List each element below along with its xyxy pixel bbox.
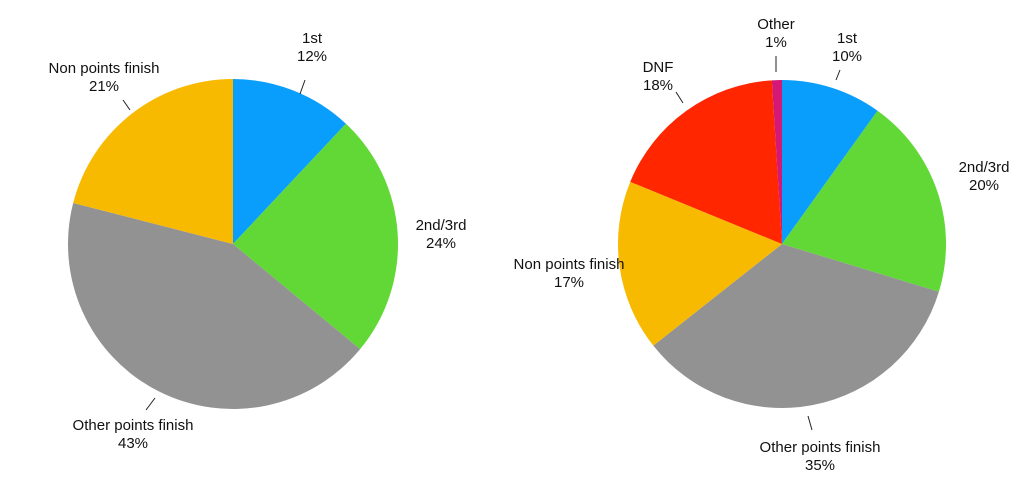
slice-label-percent: 20%	[969, 177, 999, 194]
slice-label-name: Non points finish	[49, 60, 160, 77]
slice-label-percent: 21%	[89, 78, 119, 95]
pie-slice-non-points-finish	[618, 181, 782, 346]
leader-line-other-points-finish	[807, 415, 813, 431]
slice-label-non-points-finish: Non points finish 21%	[49, 60, 160, 95]
slice-label-1st: 1st 10%	[832, 30, 862, 65]
pie-chart-left: 1st 12% 2nd/3rd 24% Other points finish 43% No…	[49, 30, 467, 452]
leader-line-other-points-finish	[145, 397, 156, 411]
slice-label-name: DNF	[643, 59, 674, 76]
slice-label-percent: 24%	[426, 235, 456, 252]
pie-slice-2nd-3rd	[782, 110, 946, 292]
pie-slice-1st	[233, 79, 346, 244]
slice-label-percent: 18%	[643, 77, 673, 94]
slice-label-other-points-finish: Other points finish 43%	[73, 417, 194, 452]
slice-label-name: 2nd/3rd	[959, 159, 1010, 176]
pie-slice-other	[771, 80, 782, 244]
slice-label-dnf: DNF 18%	[643, 59, 674, 94]
pie-slice-1st	[782, 80, 878, 244]
slice-label-percent: 17%	[554, 274, 584, 291]
leader-line-1st	[299, 79, 306, 95]
slice-label-percent: 35%	[805, 457, 835, 474]
slice-label-name: 1st	[837, 30, 858, 47]
pie-slice-dnf	[630, 80, 782, 244]
slice-label-name: 2nd/3rd	[416, 217, 467, 234]
slice-label-percent: 1%	[765, 34, 787, 51]
slice-label-1st: 1st 12%	[297, 30, 327, 65]
pie-slice-other-points-finish	[67, 202, 361, 409]
slice-label-2nd-3rd: 2nd/3rd 20%	[959, 159, 1010, 194]
slice-label-name: Non points finish	[514, 256, 625, 273]
pie-slice-non-points-finish	[73, 79, 233, 244]
slice-label-name: Other points finish	[73, 417, 194, 434]
slice-label-name: 1st	[302, 30, 323, 47]
slice-label-percent: 12%	[297, 48, 327, 65]
slice-label-other: Other 1%	[757, 16, 795, 51]
pie-chart-right: 1st 10% 2nd/3rd 20% Other points finish 35% No…	[514, 16, 1010, 474]
slice-label-name: Other	[757, 16, 795, 33]
slice-label-percent: 43%	[118, 435, 148, 452]
slice-label-percent: 10%	[832, 48, 862, 65]
leader-line-dnf	[675, 91, 684, 104]
leader-line-non-points-finish	[122, 99, 131, 111]
slice-label-non-points-finish: Non points finish 17%	[514, 256, 625, 291]
leader-line-1st	[835, 69, 841, 81]
pie-slice-other-points-finish	[653, 244, 939, 408]
slice-label-name: Other points finish	[760, 439, 881, 456]
slice-label-2nd-3rd: 2nd/3rd 24%	[416, 217, 467, 252]
slice-label-other-points-finish: Other points finish 35%	[760, 439, 881, 474]
pie-slice-2nd-3rd	[233, 123, 398, 350]
